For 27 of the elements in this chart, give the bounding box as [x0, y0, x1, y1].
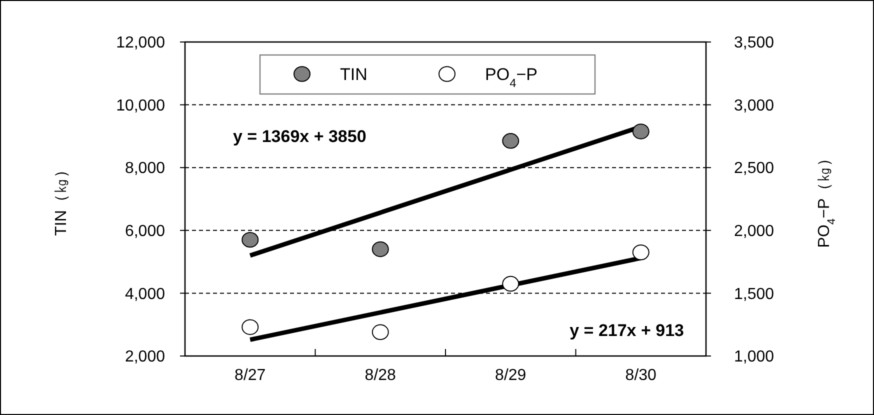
y2-tick-label: 2,500 — [734, 160, 774, 178]
y2-tick-label: 1,500 — [734, 286, 774, 303]
y-tick-label: 8,000 — [124, 160, 166, 178]
y2-tick-label: 1,000 — [734, 348, 774, 366]
point — [502, 133, 520, 149]
point — [632, 244, 650, 260]
point — [372, 241, 389, 258]
y-tick-label: 4,000 — [124, 286, 166, 303]
y2-tick-label: 3,500 — [734, 34, 774, 52]
x-tick-label: 8/27 — [234, 367, 266, 384]
y-tick-label: 12,000 — [116, 34, 166, 52]
y-tick-label: 10,000 — [116, 97, 166, 114]
annotation: y = 1369x + 3850 — [233, 127, 366, 146]
y-tick-label: 2,000 — [124, 348, 166, 366]
point — [632, 124, 650, 140]
y-tick-label: 6,000 — [124, 223, 166, 240]
y-axis-title: TIN（㎏） — [53, 162, 70, 236]
legend-label: PO$_{4}$−P — [485, 64, 538, 90]
x-tick-label: 8/28 — [364, 367, 396, 384]
point — [242, 232, 259, 248]
y2-tick-label: 2,000 — [734, 223, 774, 240]
y2-tick-label: 3,000 — [734, 97, 774, 114]
legend-label: TIN — [340, 64, 368, 84]
annotation: y = 217x + 913 — [570, 321, 684, 340]
x-tick-label: 8/29 — [495, 367, 526, 384]
x-tick-label: 8/30 — [625, 367, 657, 384]
point — [502, 276, 520, 292]
